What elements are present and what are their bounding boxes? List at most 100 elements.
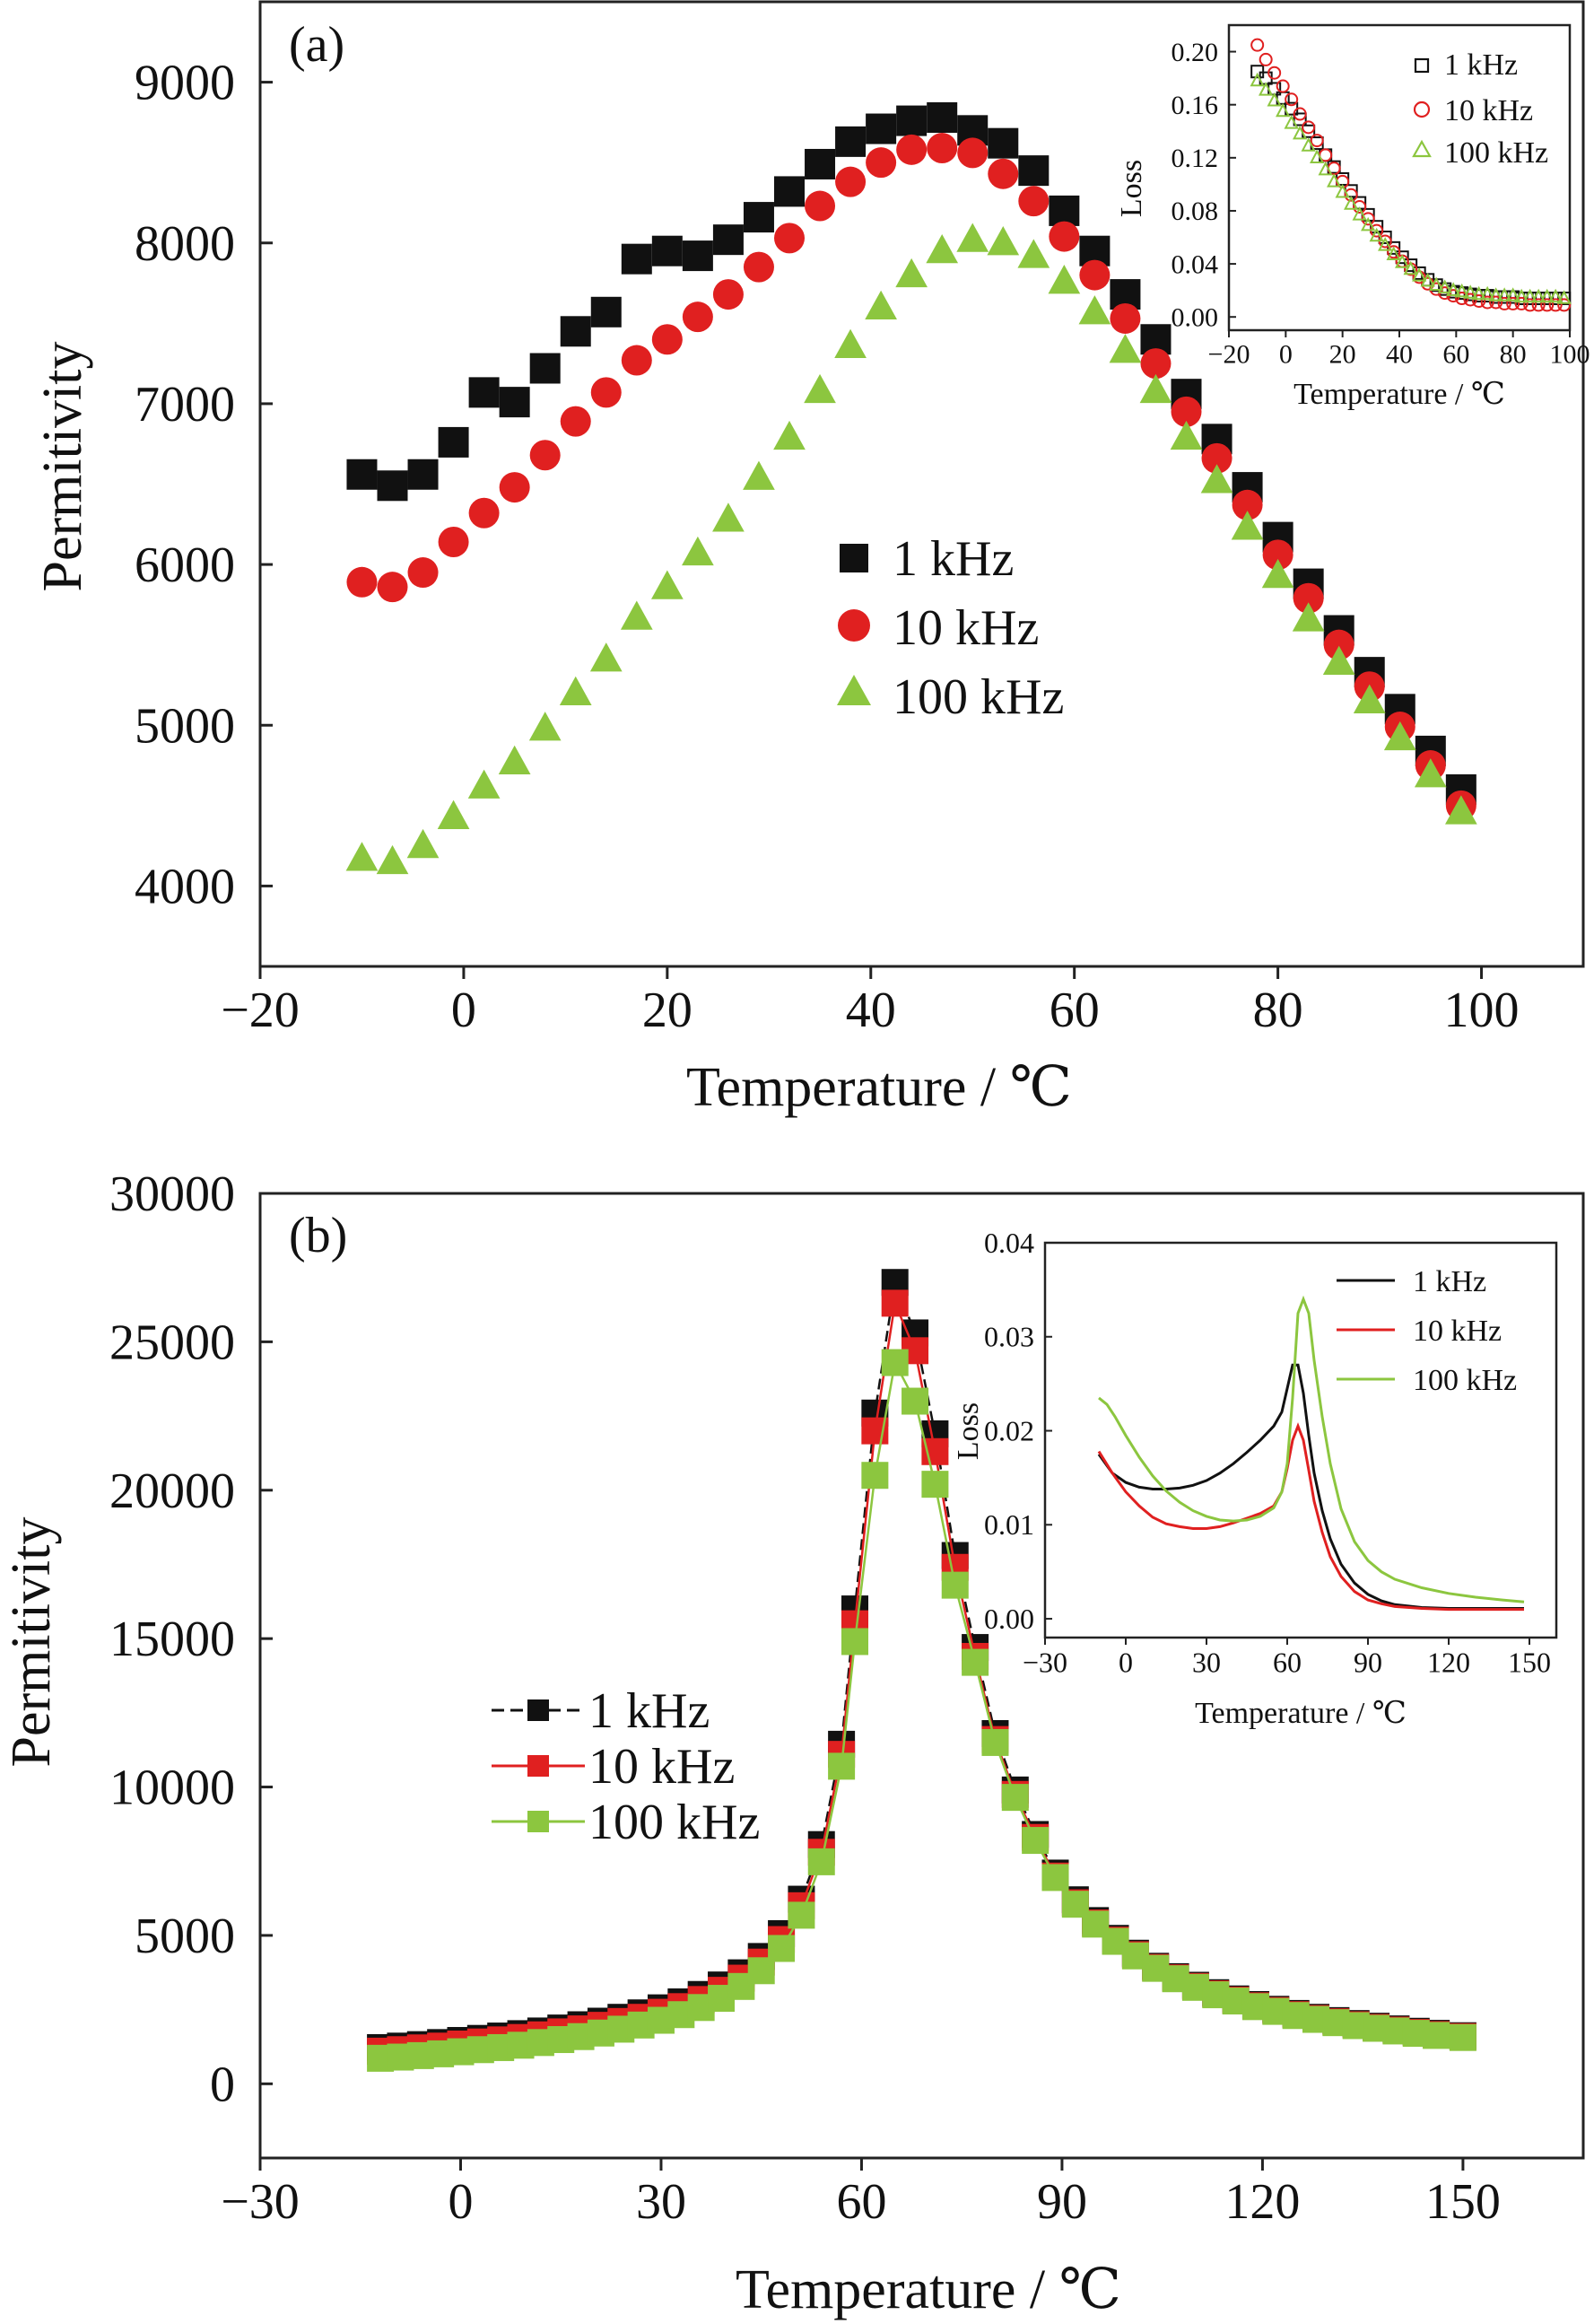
y-tick-label: 0.12 xyxy=(1172,144,1219,173)
data-point xyxy=(743,460,775,490)
series-10khz xyxy=(346,133,1476,821)
data-point xyxy=(345,842,379,871)
legend-1khz-label: 1 kHz xyxy=(893,531,1014,587)
data-point xyxy=(1423,2022,1450,2049)
y-tick-label: 0.00 xyxy=(984,1603,1034,1635)
data-point xyxy=(981,1728,1009,1756)
data-point xyxy=(988,127,1019,159)
y-tick-label: 0 xyxy=(210,2057,235,2112)
x-tick-label: 0 xyxy=(1119,1646,1133,1678)
panel-b-legend: 1 kHz 10 kHz 100 kHz xyxy=(492,1683,760,1850)
data-point xyxy=(1514,288,1529,303)
data-point xyxy=(987,226,1020,256)
y-tick-label: 5000 xyxy=(135,698,235,754)
panel-b-y-ticks: 0 5000 10000 15000 20000 25000 30000 xyxy=(109,1166,273,2112)
legend-100khz-marker xyxy=(837,675,871,705)
x-tick-label: 40 xyxy=(846,983,896,1038)
panel-a-inset-xlabel: Temperature / ℃ xyxy=(1293,378,1505,411)
data-point xyxy=(1018,186,1050,217)
data-point xyxy=(1557,298,1572,312)
data-point xyxy=(1404,258,1418,273)
data-point xyxy=(621,345,652,376)
data-point xyxy=(1262,539,1293,571)
data-point xyxy=(377,572,408,603)
data-point xyxy=(437,799,470,829)
data-point xyxy=(1489,295,1503,310)
panel-b-inset-series xyxy=(1097,1295,1525,1612)
data-point xyxy=(1267,92,1282,107)
data-point xyxy=(902,1387,929,1415)
data-point xyxy=(712,279,744,310)
legend-10khz-marker xyxy=(838,609,870,642)
data-point xyxy=(866,147,897,179)
data-point xyxy=(1201,442,1233,474)
data-point xyxy=(743,202,774,233)
data-point xyxy=(1412,267,1427,282)
data-point xyxy=(1285,92,1299,107)
y-tick-label: 10000 xyxy=(109,1760,235,1816)
data-point xyxy=(438,527,469,557)
data-point xyxy=(1049,221,1080,252)
data-point xyxy=(1259,52,1273,66)
data-point xyxy=(589,642,623,672)
data-point xyxy=(768,1935,796,1962)
x-tick-label: −20 xyxy=(221,983,300,1038)
data-point xyxy=(1292,602,1325,632)
panel-b-x-ticks: −30 0 30 60 90 120 150 xyxy=(221,2158,1501,2230)
data-point xyxy=(682,301,713,333)
panel-a-series xyxy=(345,102,1477,875)
y-tick-label: 20000 xyxy=(109,1463,235,1519)
data-point xyxy=(1171,396,1202,427)
data-point xyxy=(805,148,836,179)
data-point xyxy=(651,235,683,266)
series-10khz xyxy=(1250,38,1572,312)
panel-b-inset-ylabel: Loss xyxy=(952,1402,985,1460)
data-point xyxy=(1276,102,1291,118)
series-100khz xyxy=(1250,72,1572,304)
data-point xyxy=(896,134,928,165)
data-point xyxy=(1232,489,1263,520)
legend-b-1khz-label: 1 kHz xyxy=(588,1683,710,1739)
x-tick-label: 30 xyxy=(636,2174,686,2230)
data-point xyxy=(1001,1784,1029,1812)
data-point xyxy=(1170,420,1203,450)
panel-b-frame xyxy=(258,1192,1585,2160)
data-point xyxy=(1110,302,1141,334)
data-point xyxy=(788,1901,815,1929)
data-point xyxy=(1378,237,1393,251)
data-point xyxy=(1250,72,1265,87)
y-tick-label: 0.20 xyxy=(1172,38,1219,67)
x-tick-label: 20 xyxy=(1329,340,1356,370)
x-tick-label: 60 xyxy=(1442,340,1469,370)
x-tick-label: 0 xyxy=(451,983,476,1038)
x-tick-label: 0 xyxy=(1279,340,1293,370)
panel-a-x-ticks: −20 0 20 40 60 80 100 xyxy=(221,966,1520,1038)
y-tick-label: 5000 xyxy=(135,1909,235,1964)
data-point xyxy=(807,1848,835,1875)
panel-a-y-ticks: 4000 5000 6000 7000 8000 9000 xyxy=(135,56,273,914)
x-tick-label: 40 xyxy=(1386,340,1413,370)
panel-a-inset-ylabel: Loss xyxy=(1115,160,1148,217)
data-point xyxy=(1079,259,1111,291)
panel-a-inset-x-ticks: −20 0 20 40 60 80 100 xyxy=(1208,330,1590,370)
data-point xyxy=(866,113,897,144)
data-point xyxy=(1261,558,1294,589)
x-tick-label: −20 xyxy=(1208,340,1250,370)
series-100khz xyxy=(1098,1295,1525,1603)
data-point xyxy=(1322,645,1355,675)
data-point xyxy=(1403,260,1418,275)
inset-b-legend-1khz-label: 1 kHz xyxy=(1413,1265,1486,1298)
data-point xyxy=(1049,195,1080,226)
data-point xyxy=(1429,276,1444,291)
data-point xyxy=(1386,246,1401,260)
data-point xyxy=(1310,134,1324,148)
panel-b-ylabel: Permitivity xyxy=(1,1517,62,1768)
data-point xyxy=(1531,288,1546,303)
data-point xyxy=(1301,137,1316,152)
data-point xyxy=(927,133,958,164)
data-point xyxy=(1480,295,1494,310)
data-point xyxy=(1267,66,1282,80)
data-point xyxy=(1041,1864,1069,1892)
data-point xyxy=(1420,273,1435,287)
y-tick-label: 0.08 xyxy=(1172,197,1219,226)
